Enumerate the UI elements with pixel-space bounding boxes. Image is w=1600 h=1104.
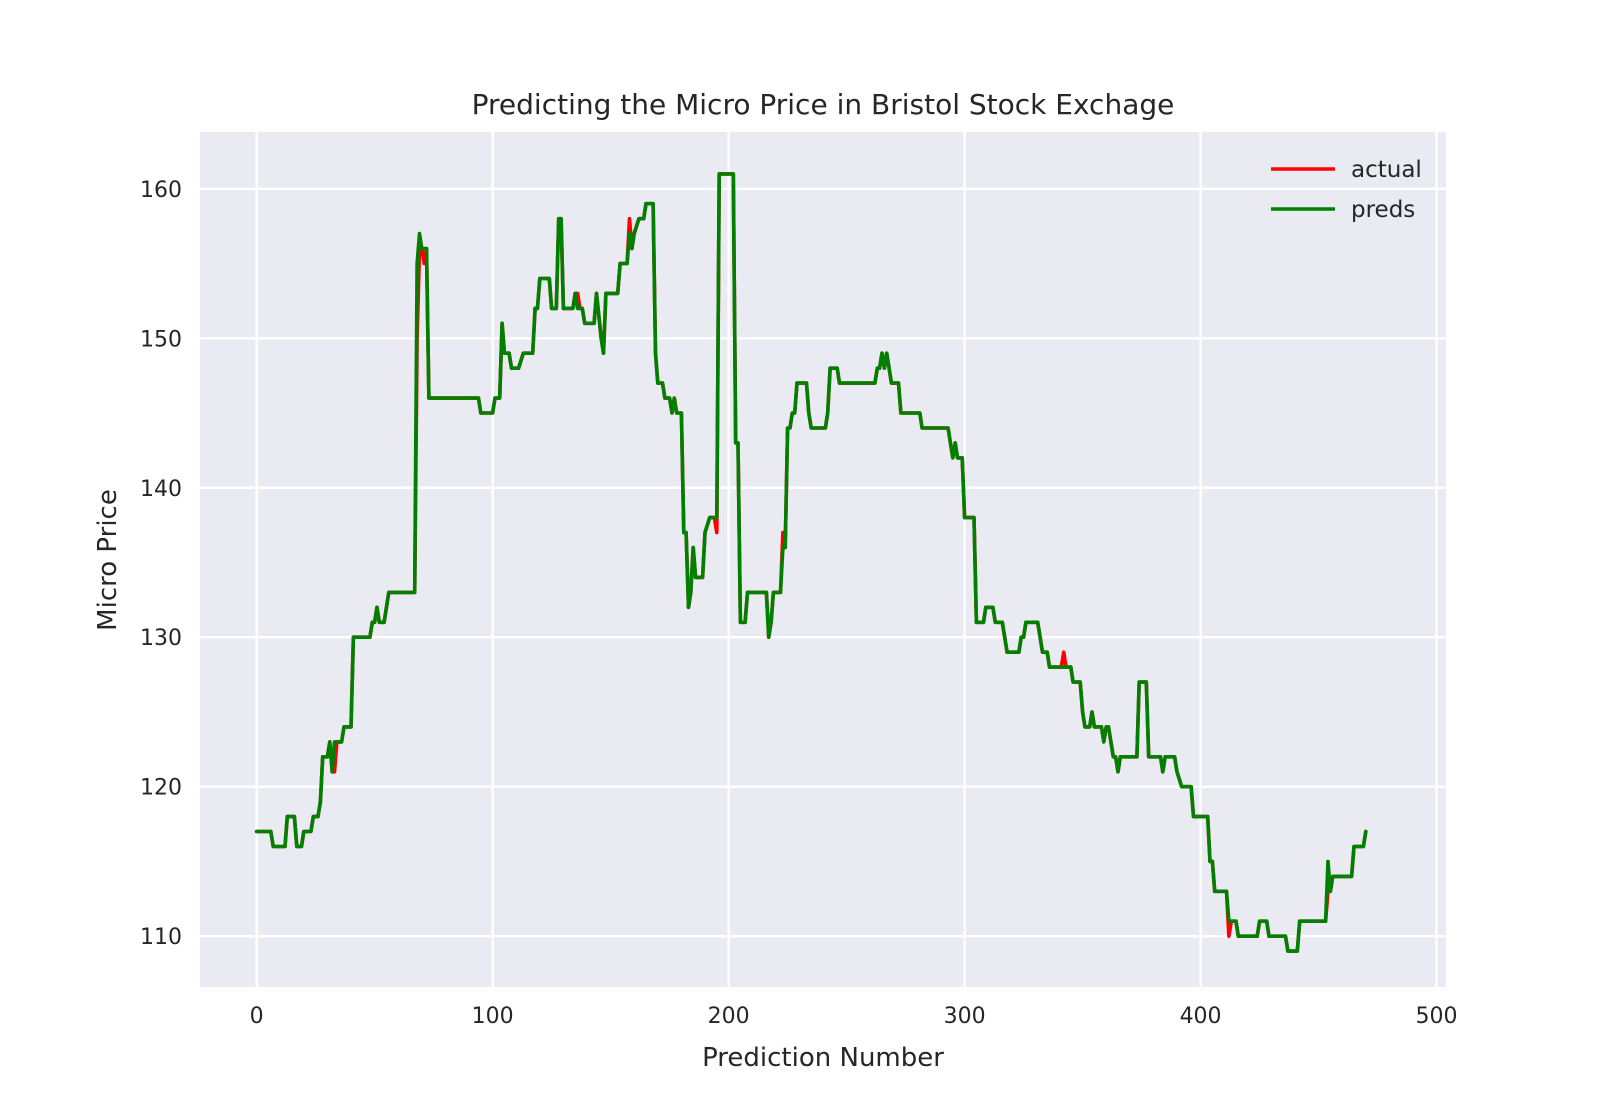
y-tick-label-130: 130 — [140, 626, 182, 651]
y-tick-label-110: 110 — [140, 925, 182, 950]
x-tick-label-400: 400 — [1180, 1004, 1222, 1029]
chart-title: Predicting the Micro Price in Bristol St… — [472, 88, 1175, 121]
x-tick-label-500: 500 — [1416, 1004, 1458, 1029]
series-line-preds — [254, 172, 1368, 953]
x-tick-label-300: 300 — [944, 1004, 986, 1029]
y-axis-ticks: 110 120 130 140 150 160 — [140, 178, 182, 950]
series-layer — [254, 172, 1368, 953]
y-axis-title: Micro Price — [93, 489, 123, 631]
x-axis-ticks: 0 100 200 300 400 500 — [250, 1004, 1458, 1029]
legend-label-actual: actual — [1351, 157, 1422, 183]
legend: actual preds — [1271, 157, 1422, 223]
x-tick-label-200: 200 — [708, 1004, 750, 1029]
legend-label-preds: preds — [1351, 197, 1415, 223]
x-axis-title: Prediction Number — [702, 1043, 944, 1073]
x-tick-label-100: 100 — [472, 1004, 514, 1029]
grid — [200, 132, 1446, 987]
y-tick-label-120: 120 — [140, 776, 182, 801]
y-tick-label-160: 160 — [140, 178, 182, 203]
y-tick-label-140: 140 — [140, 477, 182, 502]
x-tick-label-0: 0 — [250, 1004, 264, 1029]
plot-area — [200, 132, 1446, 987]
y-tick-label-150: 150 — [140, 327, 182, 352]
